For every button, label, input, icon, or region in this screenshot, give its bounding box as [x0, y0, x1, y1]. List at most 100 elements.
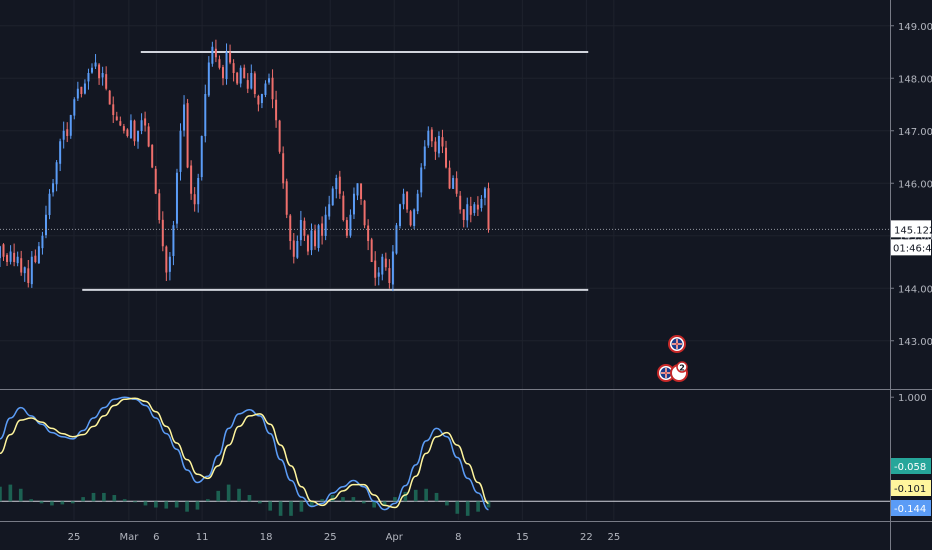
osc-histogram-bar — [268, 501, 273, 511]
candle-body — [331, 188, 334, 206]
x-tick-label: 22 — [580, 532, 593, 543]
osc-histogram-bar — [164, 501, 169, 509]
candle-body — [165, 246, 168, 273]
osc-histogram-bar — [403, 491, 408, 502]
osc-histogram-bar — [102, 492, 106, 502]
candle-body — [34, 255, 37, 262]
candle-body — [59, 141, 62, 164]
candle-body — [193, 194, 196, 205]
candle-body — [133, 120, 136, 142]
x-tick-label: 18 — [260, 532, 273, 543]
candle-body — [423, 146, 426, 166]
candle-body — [41, 235, 44, 249]
oscillator-pane — [0, 396, 890, 516]
candle-body — [402, 193, 405, 205]
candle-body — [462, 209, 465, 220]
uk-flag-icon[interactable] — [668, 335, 686, 353]
candle-body — [218, 59, 221, 68]
candle-body — [391, 251, 394, 285]
candle-body — [236, 72, 239, 84]
osc-histogram-bar — [195, 501, 200, 510]
candle-body — [427, 130, 430, 146]
candle-body — [129, 120, 132, 139]
osc-histogram-bar — [455, 501, 460, 514]
osc-y-tick-label: 1.000 — [898, 393, 927, 404]
osc-histogram-bar — [445, 501, 449, 506]
candle-body — [285, 181, 288, 215]
candle-body — [105, 74, 108, 89]
candle-body — [16, 256, 19, 264]
osc-readout-badge — [891, 480, 931, 496]
osc-histogram-bar — [174, 501, 179, 508]
event-markers[interactable]: 2 — [657, 335, 688, 382]
candle-body — [91, 67, 94, 73]
candle-body — [469, 205, 472, 215]
candle-body — [292, 240, 295, 257]
x-tick-label: 25 — [324, 532, 337, 543]
osc-histogram-bar — [289, 501, 293, 516]
candle-body — [229, 52, 232, 63]
osc-histogram-bar — [486, 501, 491, 508]
x-tick-label: 25 — [607, 532, 620, 543]
candle-body — [119, 121, 122, 126]
osc-histogram-bar — [50, 501, 54, 506]
y-tick-label: 144.000 — [898, 284, 932, 295]
candle-body — [151, 144, 154, 168]
candle-body — [221, 67, 224, 79]
candle-body — [395, 225, 398, 254]
osc-histogram-bar — [237, 488, 241, 502]
candle-body — [204, 94, 207, 137]
osc-histogram-bar — [278, 501, 283, 516]
candle-body — [406, 191, 409, 210]
candle-body — [455, 178, 458, 194]
osc-histogram-bar — [60, 501, 65, 505]
candle-body — [384, 258, 387, 268]
osc-histogram-bar — [330, 495, 335, 502]
candle-body — [324, 214, 327, 236]
countdown-badge — [891, 239, 931, 256]
candle-body — [126, 129, 129, 136]
candle-body — [190, 165, 193, 194]
osc-histogram-bar — [382, 501, 387, 506]
candle-body — [356, 183, 359, 196]
candle-body — [87, 73, 90, 82]
osc-histogram-bar — [8, 484, 13, 502]
candle-body — [345, 220, 348, 236]
candle-body — [370, 239, 373, 262]
candle-body — [200, 136, 203, 178]
x-tick-label: Apr — [386, 532, 404, 543]
candle-body — [466, 204, 469, 221]
candle-body — [232, 63, 235, 73]
candle-body — [306, 235, 309, 252]
candle-body — [413, 209, 416, 226]
candle-body — [175, 172, 178, 224]
candle-body — [335, 178, 338, 190]
osc-readout-label: -0.058 — [894, 462, 926, 473]
osc-histogram-bar — [154, 501, 158, 508]
candle-body — [183, 104, 186, 131]
candle-body — [278, 120, 281, 152]
osc-histogram-bar — [351, 497, 356, 502]
osc-histogram-bar — [91, 492, 96, 502]
osc-histogram-bar — [465, 501, 470, 516]
event-icon[interactable]: 2 — [670, 361, 688, 382]
osc-fast-line — [0, 396, 489, 511]
candle-body — [314, 230, 317, 247]
candle-body — [271, 77, 274, 100]
candle-body — [374, 260, 377, 278]
candle-body — [27, 268, 30, 283]
last-price-label: 145.122 — [894, 225, 932, 236]
candle-body — [112, 104, 115, 115]
osc-histogram-bar — [70, 501, 75, 504]
osc-histogram-bar — [185, 501, 189, 512]
osc-histogram-bar — [413, 489, 418, 502]
candle-body — [275, 99, 278, 121]
candle-body — [207, 62, 210, 96]
osc-histogram-bar — [81, 497, 85, 502]
candle-body — [434, 141, 437, 152]
candle-body — [487, 188, 490, 230]
grid — [0, 0, 890, 520]
candle-body — [459, 195, 462, 210]
osc-histogram-bar — [206, 499, 210, 502]
